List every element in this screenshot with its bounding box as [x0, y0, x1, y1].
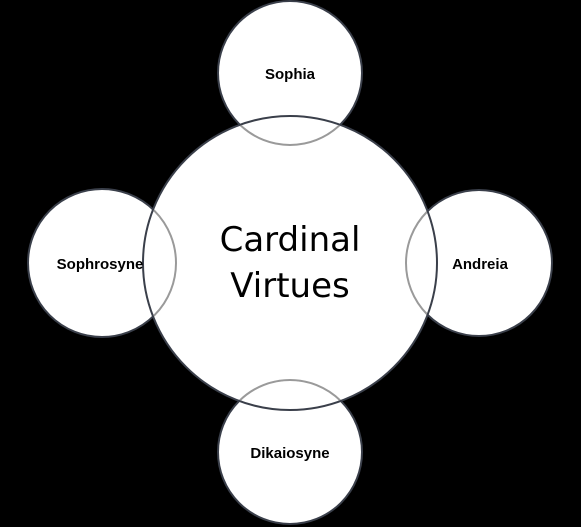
center-circle — [142, 115, 438, 411]
node-label-bottom: Dikaiosyne — [250, 445, 329, 462]
overlap-arc-right — [405, 189, 436, 337]
overlap-arc-left — [144, 188, 177, 338]
node-label-top: Sophia — [265, 66, 316, 83]
overlap-arc-top — [217, 117, 363, 146]
center-title-line2: Virtues — [230, 266, 349, 306]
center-title-line1: Cardinal — [220, 220, 361, 260]
node-label-right: Andreia — [452, 256, 509, 273]
overlap-arc-bottom — [217, 379, 363, 409]
node-label-left: Sophrosyne — [57, 256, 144, 273]
